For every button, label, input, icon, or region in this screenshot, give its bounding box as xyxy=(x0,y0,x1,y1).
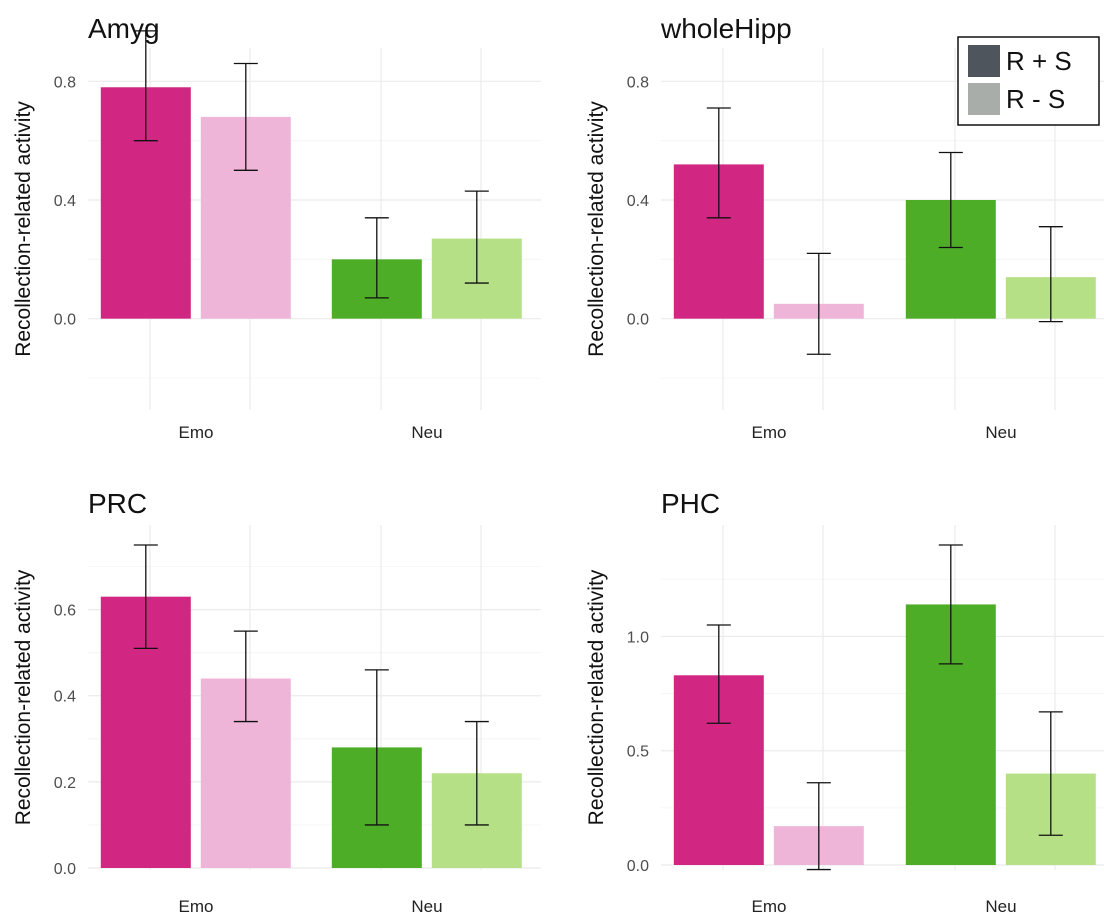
y-tick-label: 0.8 xyxy=(54,74,76,91)
panel-title: Amyg xyxy=(88,13,160,44)
y-axis-label: Recollection-related activity xyxy=(12,101,35,357)
y-tick-label: 0.2 xyxy=(54,775,76,792)
error-bar xyxy=(1038,226,1063,323)
error-bar xyxy=(938,151,963,249)
x-tick-label: Emo xyxy=(179,897,214,915)
legend-swatch xyxy=(968,83,1000,115)
error-bar xyxy=(806,252,831,355)
error-bar xyxy=(1038,711,1063,836)
chart-panel-2: Emo Neu 0.0 0.2 0.4 0.6 Recollection-related a… xyxy=(12,488,541,915)
error-bar xyxy=(133,30,158,142)
y-tick-label: 0.4 xyxy=(54,193,76,210)
y-tick-label: 0.0 xyxy=(627,312,649,329)
chart-panel-1: Emo Neu 0.0 0.4 0.8 Recollection-related acti… xyxy=(585,13,1104,442)
y-tick-label: 0.0 xyxy=(54,312,76,329)
error-bar xyxy=(233,62,258,171)
y-axis-label: Recollection-related activity xyxy=(12,569,35,825)
y-tick-label: 0.4 xyxy=(627,193,649,210)
x-tick-label: Emo xyxy=(752,897,787,915)
x-tick-label: Neu xyxy=(985,423,1016,442)
chart-panel-0: Emo Neu 0.0 0.4 0.8 Recollection-related acti… xyxy=(12,13,541,442)
error-bar xyxy=(364,217,389,299)
x-tick-label: Neu xyxy=(411,897,442,915)
y-tick-label: 0.5 xyxy=(627,744,649,761)
x-tick-label: Emo xyxy=(179,423,214,442)
error-bar xyxy=(706,107,731,219)
legend-label: R - S xyxy=(1006,84,1065,114)
legend: R + S R - S xyxy=(957,36,1100,126)
panel-title: PRC xyxy=(88,488,147,519)
y-tick-label: 1.0 xyxy=(627,629,649,646)
error-bar xyxy=(464,720,489,826)
panel-title: wholeHipp xyxy=(660,13,792,44)
y-tick-label: 0.0 xyxy=(54,861,76,878)
error-bar xyxy=(364,669,389,826)
legend-swatch xyxy=(968,45,1000,77)
error-bar xyxy=(806,782,831,871)
error-bar xyxy=(464,190,489,284)
y-tick-label: 0.4 xyxy=(54,689,76,706)
y-axis-label: Recollection-related activity xyxy=(585,569,608,825)
y-tick-label: 0.6 xyxy=(54,603,76,620)
error-bar xyxy=(938,544,963,665)
panel-title: PHC xyxy=(661,488,720,519)
error-bar xyxy=(233,630,258,723)
y-axis-label: Recollection-related activity xyxy=(585,101,608,357)
x-tick-label: Emo xyxy=(752,423,787,442)
error-bar xyxy=(133,544,158,650)
y-tick-label: 0.0 xyxy=(627,858,649,875)
legend-label: R + S xyxy=(1006,46,1072,76)
error-bar xyxy=(706,624,731,724)
y-tick-label: 0.8 xyxy=(627,74,649,91)
x-tick-label: Neu xyxy=(985,897,1016,915)
chart-panel-3: Emo Neu 0.0 0.5 1.0 Recollection-related acti… xyxy=(585,488,1104,915)
x-tick-label: Neu xyxy=(411,423,442,442)
